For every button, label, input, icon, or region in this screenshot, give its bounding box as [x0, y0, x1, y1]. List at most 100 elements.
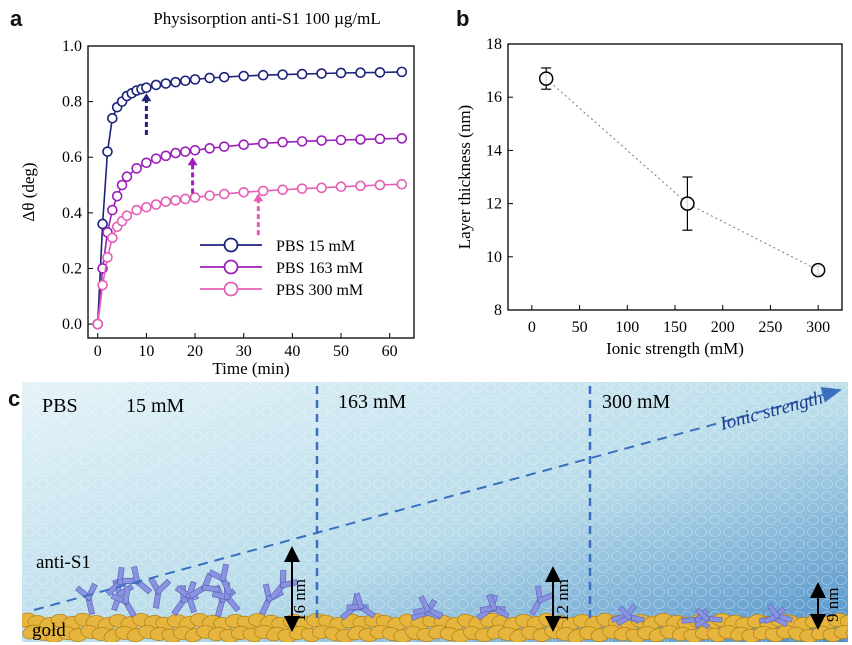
y-tick-label-a: 0.4 — [62, 205, 82, 222]
data-point-2 — [170, 195, 181, 206]
data-point-1 — [131, 163, 142, 174]
y-tick-label-a: 0.0 — [62, 316, 82, 333]
data-point-2 — [150, 199, 162, 210]
data-point-2 — [316, 182, 327, 194]
data-point-0 — [335, 67, 347, 79]
antibody — [615, 605, 645, 627]
data-point-0 — [316, 68, 327, 79]
data-point-2 — [107, 232, 118, 244]
data-point-1 — [374, 133, 386, 145]
antibody-arm — [695, 607, 711, 623]
data-point-1 — [121, 171, 133, 183]
thickness-label-12: 12 nm — [553, 579, 572, 622]
antibody — [148, 576, 172, 609]
data-point-0 — [102, 146, 113, 157]
data-point-1 — [107, 204, 118, 216]
panel-b-letter: b — [456, 6, 470, 31]
data-point-0 — [277, 69, 288, 80]
data-point-2 — [180, 193, 191, 205]
zone-label-163: 163 mM — [338, 391, 407, 413]
data-point-1 — [296, 136, 308, 147]
gold-label: gold — [32, 620, 66, 641]
gold-layer — [22, 612, 848, 642]
data-point-1 — [204, 143, 215, 154]
data-point-0 — [107, 113, 118, 124]
data-point-2 — [355, 180, 366, 192]
data-point-2 — [374, 179, 386, 191]
data-point-0 — [218, 71, 230, 83]
data-point-1 — [170, 147, 181, 159]
antibody-arm — [154, 578, 172, 596]
data-point-0 — [257, 69, 269, 81]
x-tick-label-a: 20 — [187, 343, 203, 360]
antibody-arm — [201, 584, 220, 593]
zone-label-15: 15 mM — [126, 395, 185, 417]
legend-marker-0 — [223, 237, 239, 253]
data-point-0 — [170, 76, 181, 88]
annotation-arrowhead-1 — [187, 157, 198, 166]
data-point-2 — [121, 210, 133, 221]
data-point-2 — [131, 204, 142, 216]
antibody-arm — [767, 603, 781, 620]
data-point-1 — [141, 157, 152, 169]
data-point-0 — [180, 75, 191, 87]
data-point-2 — [92, 318, 104, 330]
antibody-arm — [122, 586, 131, 605]
legend-label-1: PBS 163 mM — [276, 260, 363, 277]
gold-particle — [834, 624, 848, 640]
x-tick-label-a: 50 — [333, 343, 349, 360]
data-point-1 — [257, 138, 269, 149]
data-point-2 — [396, 178, 408, 190]
zone-label-300: 300 mM — [602, 391, 671, 413]
data-point-0 — [189, 74, 201, 85]
legend-label-0: PBS 15 mM — [276, 238, 355, 255]
chart-a: Physisorption anti-S1 100 µg/mL 0 10 20 30 40… — [19, 9, 415, 378]
data-point-2 — [102, 252, 113, 263]
anti-s1-label: anti-S1 — [36, 552, 91, 573]
data-point-0 — [296, 68, 308, 80]
y-tick-label-a: 0.2 — [62, 260, 82, 277]
data-point-1 — [277, 136, 288, 148]
data-point-2 — [204, 190, 215, 201]
panel-c-letter: c — [8, 386, 21, 411]
y-tick-label-a: 1.0 — [62, 38, 82, 55]
data-point-2 — [141, 201, 152, 213]
data-point-0 — [150, 79, 162, 91]
data-point-1 — [316, 135, 327, 146]
panel-a-letter: a — [10, 6, 23, 31]
data-point-1 — [150, 153, 162, 164]
antibody — [75, 582, 98, 615]
chart-a-title: Physisorption anti-S1 100 µg/mL — [153, 9, 381, 28]
y-tick-label-a: 0.6 — [62, 149, 82, 166]
data-point-0 — [374, 67, 386, 78]
legend-marker-1 — [223, 259, 239, 275]
data-point-1 — [180, 146, 191, 157]
antibody — [694, 607, 723, 629]
data-point-1 — [189, 144, 201, 156]
annotation-arrowhead-2 — [253, 193, 264, 202]
x-tick-label-a: 60 — [382, 343, 398, 360]
antibody — [412, 595, 444, 619]
schematic-panel: Ionic strength PBS 15 mM 163 mM 300 mM a… — [22, 382, 848, 642]
data-point-0 — [141, 82, 152, 94]
annotation-arrowhead-0 — [141, 93, 152, 102]
data-point-2 — [277, 184, 288, 196]
data-point-1 — [218, 141, 230, 152]
data-point-1 — [111, 190, 123, 202]
x-tick-label-a: 40 — [284, 343, 300, 360]
data-point-2 — [97, 279, 108, 291]
antibody — [479, 593, 510, 619]
gold-particle — [845, 626, 848, 642]
data-point-2 — [335, 181, 347, 193]
antibody-arm — [617, 605, 633, 621]
antibody — [188, 572, 220, 599]
data-point-2 — [218, 188, 230, 200]
antibody-arm — [418, 595, 432, 613]
data-point-0 — [204, 72, 215, 84]
data-point-1 — [335, 134, 347, 146]
data-point-0 — [396, 66, 408, 78]
thickness-label-9: 9 nm — [823, 588, 842, 622]
antibody — [346, 592, 376, 619]
data-point-0 — [355, 67, 366, 78]
antibody-arm — [219, 563, 230, 582]
